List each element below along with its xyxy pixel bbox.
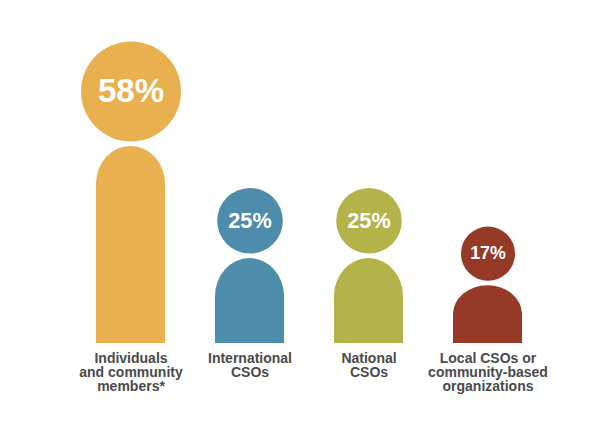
svg-text:NationalCSOs: NationalCSOs bbox=[341, 350, 396, 380]
svg-text:17%: 17% bbox=[470, 243, 506, 263]
svg-text:InternationalCSOs: InternationalCSOs bbox=[208, 350, 292, 380]
svg-text:25%: 25% bbox=[347, 208, 390, 233]
svg-text:Local CSOs orcommunity-basedor: Local CSOs orcommunity-basedorganization… bbox=[428, 350, 548, 394]
svg-text:Individualsand communitymember: Individualsand communitymembers* bbox=[79, 350, 183, 394]
svg-text:58%: 58% bbox=[98, 72, 164, 109]
svg-text:25%: 25% bbox=[228, 208, 271, 233]
